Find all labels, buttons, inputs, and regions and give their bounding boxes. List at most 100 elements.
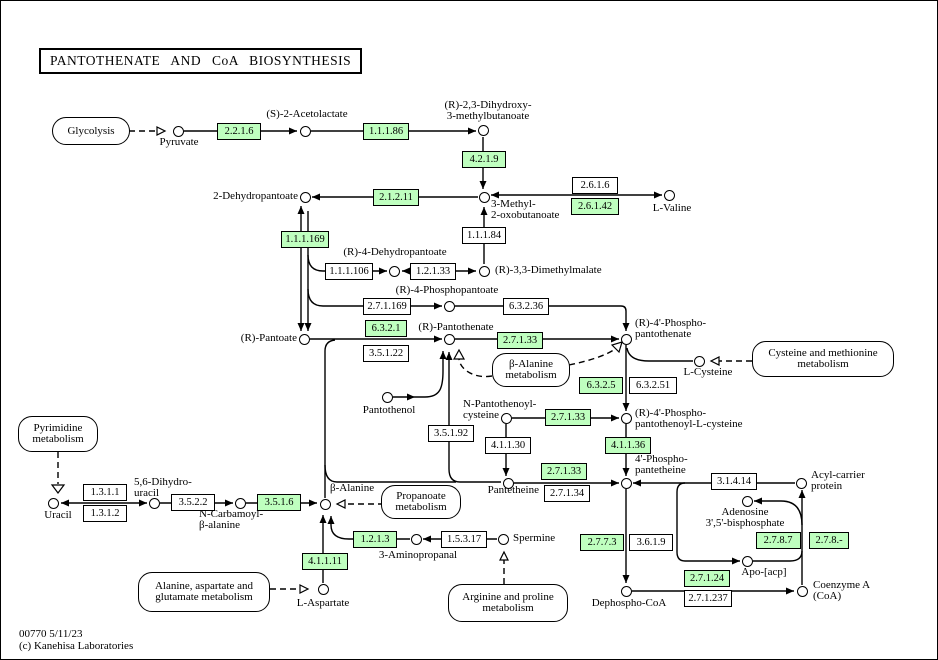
compound-circle-r-2-3-dihydroxy-3-methylbutanoate[interactable] [477,124,489,136]
compound-label-r-4-phosphopantoate: (R)-4-Phosphopantoate [395,284,499,296]
enzyme-box-2.1.2.11[interactable]: 2.1.2.11 [373,188,419,206]
compound-circle-5-6-dihydrouracil[interactable] [148,497,160,509]
pathway-link-beta-alanine-metabolism[interactable]: β-Alanine metabolism [492,353,570,387]
compound-circle-l-valine[interactable] [663,189,675,201]
enzyme-box-1.1.1.106[interactable]: 1.1.1.106 [325,262,373,280]
compound-label-r-2-3-dihydroxy-3-methylbutanoate: (R)-2,3-Dihydroxy- 3-methylbutanoate [444,99,532,122]
enzyme-box-1.1.1.84[interactable]: 1.1.1.84 [462,226,506,244]
pathway-link-arginine-and-proline-metabolism[interactable]: Arginine and proline metabolism [448,584,568,622]
enzyme-box-4.2.1.9[interactable]: 4.2.1.9 [462,150,506,168]
compound-circle-l-cysteine[interactable] [693,355,705,367]
enzyme-box-2.7.1.237[interactable]: 2.7.1.237 [684,589,732,607]
compound-label-n-pantothenoyl-cysteine: N-Pantothenoyl-cysteine [463,398,537,421]
pathway-link-pyrimidine-metabolism[interactable]: Pyrimidine metabolism [18,416,98,452]
enzyme-box-2.7.1.33[interactable]: 2.7.1.33 [497,331,543,349]
compound-circle-r-4-phospho-pantothenate[interactable] [620,333,632,345]
compound-circle-adenosine-3-5-bisphosphate[interactable] [741,495,753,507]
enzyme-box-4.1.1.30[interactable]: 4.1.1.30 [485,436,531,454]
compound-label-l-aspartate: L-Aspartate [296,597,350,609]
map-number: 00770 5/11/23 [19,628,83,640]
compound-label-4-phospho-pantetheine: 4'-Phospho-pantetheine [635,453,688,476]
enzyme-box-6.3.2.5[interactable]: 6.3.2.5 [579,376,623,394]
enzyme-box-1.1.1.86[interactable]: 1.1.1.86 [363,122,409,140]
enzyme-box-2.7.8.7[interactable]: 2.7.8.7 [755,531,801,549]
compound-label-acyl-carrier-protein: Acyl-carrier protein [811,469,865,492]
enzyme-box-3.5.1.92[interactable]: 3.5.1.92 [428,424,474,442]
compound-circle-pyruvate[interactable] [172,125,184,137]
pathway-link-propanoate-metabolism[interactable]: Propanoate metabolism [381,485,461,519]
enzyme-box-2.7.1.34[interactable]: 2.7.1.34 [544,484,590,502]
enzyme-box-2.7.1.33[interactable]: 2.7.1.33 [541,462,587,480]
compound-label-uracil: Uracil [44,509,72,521]
compound-circle-r-4-phosphopantoate[interactable] [443,300,455,312]
pathway-link-cysteine-and-methionine-metabolism[interactable]: Cysteine and methionine metabolism [752,341,894,377]
pathway-link-alanine-aspartate-and-glutamate-metabolism[interactable]: Alanine, aspartate and glutamate metaboli… [138,572,270,612]
enzyme-box-2.7.8.-[interactable]: 2.7.8.- [809,531,849,549]
enzyme-box-6.3.2.1[interactable]: 6.3.2.1 [365,319,407,337]
compound-circle-r-pantothenate[interactable] [443,333,455,345]
enzyme-box-3.5.2.2[interactable]: 3.5.2.2 [171,493,215,511]
compound-circle-2-dehydropantoate[interactable] [299,191,311,203]
enzyme-box-3.5.1.6[interactable]: 3.5.1.6 [257,493,301,511]
compound-label-s-2-acetolactate: (S)-2-Acetolactate [266,108,348,120]
enzyme-box-6.3.2.51[interactable]: 6.3.2.51 [629,376,677,394]
enzyme-box-2.7.1.33[interactable]: 2.7.1.33 [545,408,591,426]
compound-circle-4-phospho-pantetheine[interactable] [620,477,632,489]
enzyme-box-3.1.4.14[interactable]: 3.1.4.14 [711,472,757,490]
enzyme-box-1.2.1.3[interactable]: 1.2.1.3 [353,530,397,548]
compound-circle-dephospho-coa[interactable] [620,585,632,597]
compound-label-3-aminopropanal: 3-Aminopropanal [378,549,458,561]
enzyme-box-4.1.1.11[interactable]: 4.1.1.11 [302,552,348,570]
compound-label-3-methyl-2-oxobutanoate: 3-Methyl- 2-oxobutanoate [491,198,560,221]
compound-label-r-3-3-dimethylmalate: (R)-3,3-Dimethylmalate [495,264,602,276]
compound-label-pyruvate: Pyruvate [159,136,199,148]
compound-label-b-alanine: β-Alanine [330,482,375,494]
enzyme-box-2.7.7.3[interactable]: 2.7.7.3 [580,533,624,551]
compound-circle-spermine[interactable] [497,533,509,545]
compound-label-pantothenol: Pantothenol [362,404,416,416]
compound-label-2-dehydropantoate: 2-Dehydropantoate [213,190,298,202]
compound-circle-uracil[interactable] [47,497,59,509]
compound-circle-n-carbamoyl-b-alanine[interactable] [234,497,246,509]
compound-circle-pantothenol[interactable] [381,391,393,403]
enzyme-box-6.3.2.36[interactable]: 6.3.2.36 [503,297,549,315]
compound-label-n-carbamoyl-b-alanine: N-Carbamoyl-β-alanine [199,508,264,531]
compound-label-dephospho-coa: Dephospho-CoA [591,597,667,609]
enzyme-box-3.6.1.9[interactable]: 3.6.1.9 [629,533,673,551]
enzyme-box-1.5.3.17[interactable]: 1.5.3.17 [441,530,487,548]
compound-label-5-6-dihydrouracil: 5,6-Dihydro-uracil [134,476,192,499]
compound-circle-pantetheine[interactable] [502,477,514,489]
enzyme-box-1.1.1.169[interactable]: 1.1.1.169 [281,230,329,248]
map-footer: 00770 5/11/23 (c) Kanehisa Laboratories [19,628,134,652]
pathway-link-glycolysis[interactable]: Glycolysis [52,117,130,145]
compound-circle-3-aminopropanal[interactable] [410,533,422,545]
map-title: PANTOTHENATE AND CoA BIOSYNTHESIS [39,48,363,74]
copyright: (c) Kanehisa Laboratories [19,639,134,652]
compound-circle-apo-acp[interactable] [741,555,753,567]
enzyme-box-3.5.1.22[interactable]: 3.5.1.22 [363,344,409,362]
enzyme-box-2.7.1.169[interactable]: 2.7.1.169 [363,297,411,315]
compound-circle-b-alanine[interactable] [319,498,331,510]
compound-label-r-4-phospho-pantothenoyl-l-cysteine: (R)-4'-Phospho-pantothenoyl-L-cysteine [635,407,743,430]
compound-label-adenosine-3-5-bisphosphate: Adenosine 3',5'-bisphosphate [705,506,785,529]
enzyme-box-2.2.1.6[interactable]: 2.2.1.6 [217,122,261,140]
enzyme-box-2.7.1.24[interactable]: 2.7.1.24 [684,569,730,587]
enzyme-box-4.1.1.36[interactable]: 4.1.1.36 [605,436,651,454]
compound-circle-acyl-carrier-protein[interactable] [795,477,807,489]
compound-circle-s-2-acetolactate[interactable] [299,125,311,137]
compound-circle-r-4-dehydropantoate[interactable] [388,265,400,277]
compound-circle-r-pantoate[interactable] [298,333,310,345]
compound-circle-r-3-3-dimethylmalate[interactable] [478,265,490,277]
compound-circle-l-aspartate[interactable] [317,583,329,595]
compound-circle-coenzyme-a[interactable] [796,585,808,597]
compound-label-l-valine: L-Valine [652,202,692,214]
compound-label-r-4-dehydropantoate: (R)-4-Dehydropantoate [343,246,447,258]
compound-circle-n-pantothenoyl-cysteine[interactable] [500,412,512,424]
compound-circle-r-4-phospho-pantothenoyl-l-cysteine[interactable] [620,412,632,424]
compound-label-r-pantoate: (R)-Pantoate [240,332,297,344]
compound-circle-3-methyl-2-oxobutanoate[interactable] [478,191,490,203]
